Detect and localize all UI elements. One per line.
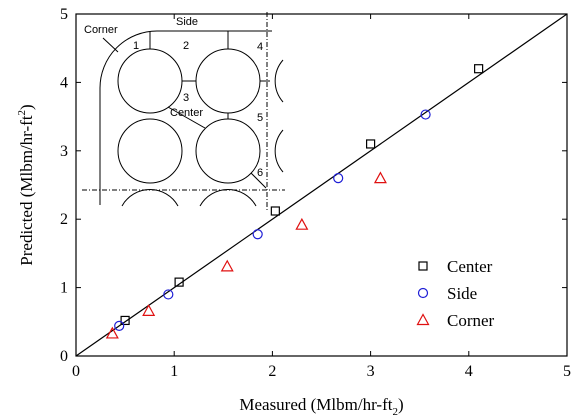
subchannel-inset: [82, 12, 285, 212]
inset-labels: Corner Side Center 1 2 3 4 5 6: [84, 16, 263, 179]
inset-rod: [195, 48, 261, 114]
data-point-center: [474, 64, 484, 74]
inset-rod: [195, 118, 261, 184]
data-point-corner: [295, 217, 309, 230]
data-point-center: [174, 277, 184, 287]
inset-corner-tick: [102, 37, 119, 53]
inset-gap-label-2: 2: [183, 40, 189, 52]
legend-marker-side: [417, 287, 429, 299]
legend-label-corner: Corner: [447, 311, 495, 330]
legend-marker-corner: [416, 313, 430, 326]
data-point-side: [163, 289, 174, 300]
legend-marker-center: [418, 261, 428, 271]
y-tick-label: 0: [60, 348, 68, 365]
inset-center-label: Center: [170, 107, 203, 119]
data-point-corner: [105, 326, 119, 339]
identity-line: [75, 13, 568, 357]
inset-rod-partial: [199, 189, 257, 207]
inset-gap-label-6: 6: [257, 167, 263, 179]
x-tick-label: 5: [563, 363, 571, 380]
x-tick-label: 3: [367, 363, 375, 380]
data-point-corner: [373, 171, 387, 184]
x-tick-label: 4: [465, 363, 473, 380]
y-tick-label: 4: [60, 74, 68, 91]
data-point-corner: [142, 304, 156, 316]
data-point-side: [252, 229, 263, 240]
y-tick-label: 2: [60, 211, 68, 228]
inset-rod-partial: [121, 189, 179, 207]
inset-gap-label-4: 4: [257, 41, 263, 53]
x-axis-label: Measured (Mlbm/hr-ft2): [239, 395, 403, 418]
data-point-side: [114, 320, 125, 332]
y-tick-label: 3: [60, 143, 68, 160]
legend-label-center: Center: [447, 257, 493, 276]
x-tick-label: 2: [268, 363, 276, 380]
data-point-center: [120, 315, 130, 326]
inset-rod: [117, 118, 183, 184]
y-axis-label: Predicted (Mlbm/hr-ft2): [16, 104, 36, 265]
x-tick-label: 1: [170, 363, 178, 380]
plot-area-frame: [75, 13, 568, 357]
inset-side-label: Side: [176, 16, 198, 28]
data-point-side: [420, 109, 431, 120]
data-point-center: [270, 206, 280, 216]
inset-rod-partial: [274, 129, 284, 173]
legend: Center Side Corner: [416, 257, 495, 330]
y-tick-label: 5: [60, 6, 68, 23]
data-point-center: [366, 139, 376, 149]
data-point-side: [333, 173, 344, 184]
inset-gap-line: [250, 172, 267, 189]
legend-label-side: Side: [447, 284, 477, 303]
inset-rod-partial: [274, 59, 284, 103]
inset-gap-line: [167, 106, 206, 129]
inset-rod: [117, 48, 183, 114]
data-point-corner: [220, 259, 234, 272]
y-tick-label: 1: [60, 280, 68, 297]
x-tick-label: 0: [72, 363, 80, 380]
inset-gap-label-1: 1: [133, 40, 139, 52]
inset-corner-label: Corner: [84, 24, 118, 36]
inset-gap-label-3: 3: [183, 92, 189, 104]
inset-gap-label-5: 5: [257, 112, 263, 124]
